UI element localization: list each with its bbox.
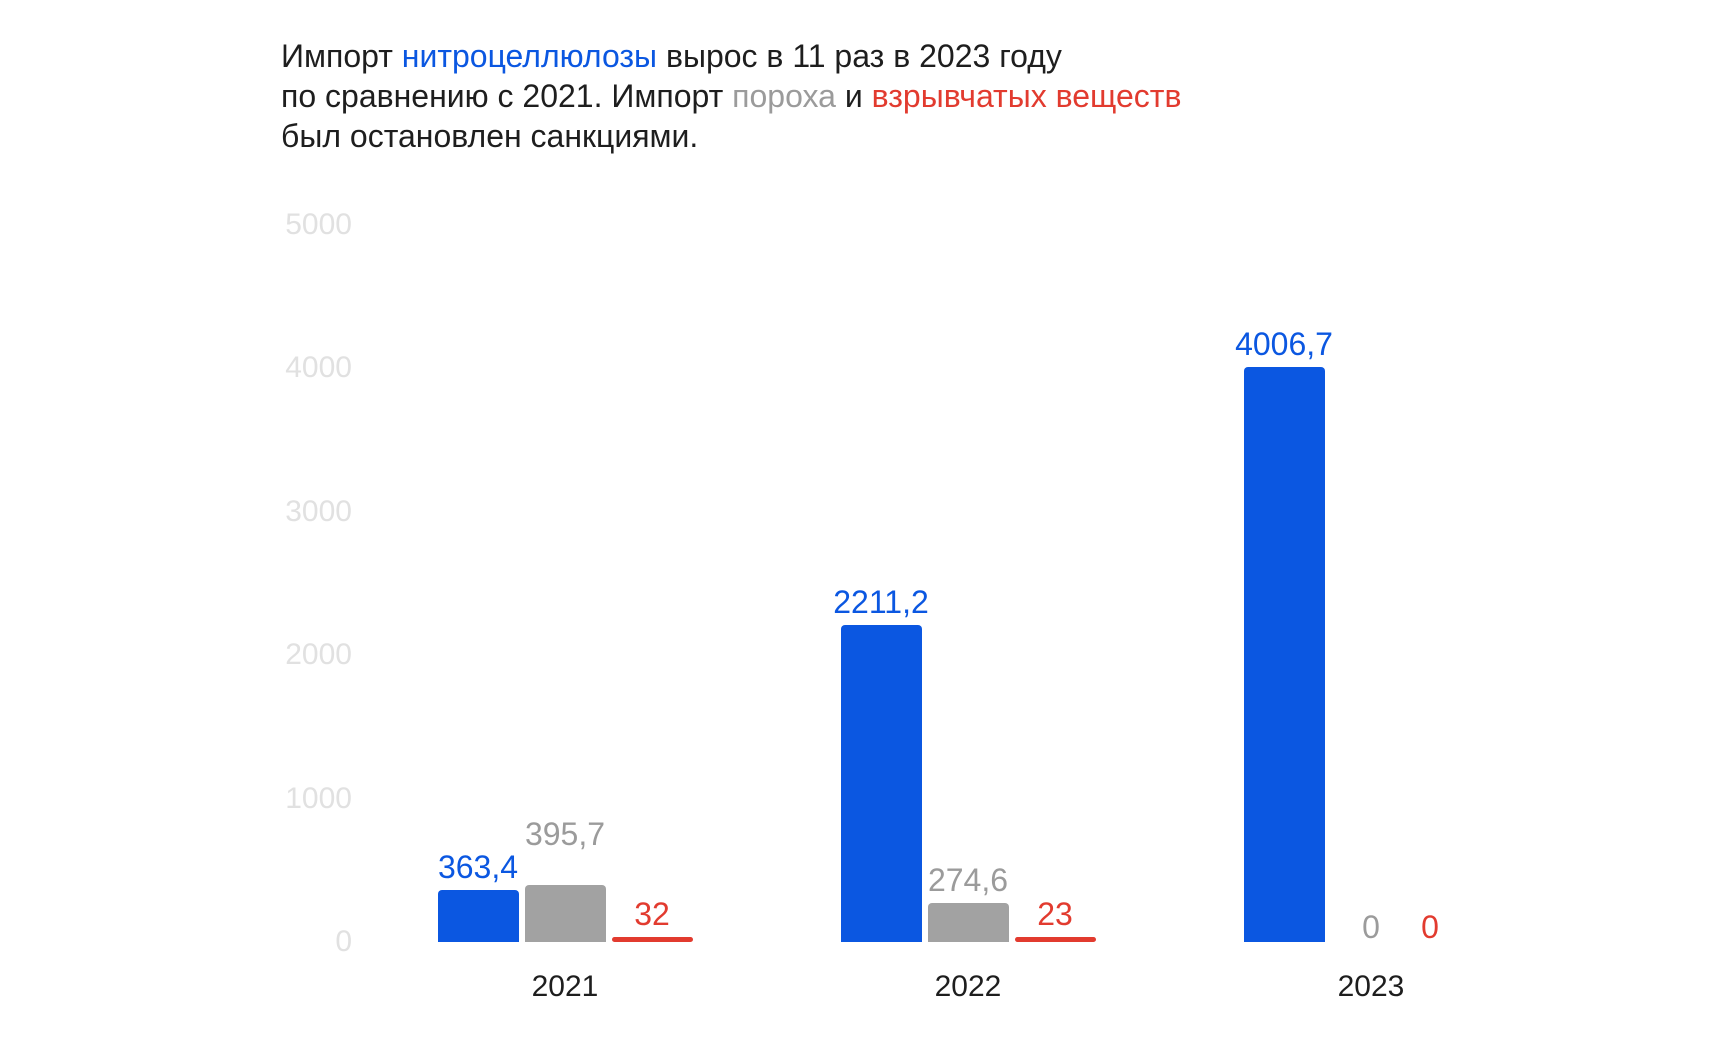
title-segment: Импорт — [281, 38, 402, 74]
value-label-nitrocellulose-2023: 4006,7 — [1235, 326, 1333, 363]
bar-nitrocellulose-2023 — [1243, 367, 1325, 942]
value-label-explosives-2021: 32 — [634, 896, 670, 932]
value-label-explosives-2022: 23 — [1037, 896, 1073, 932]
title-segment: вырос в 11 раз в 2023 году — [657, 38, 1062, 74]
title-segment: по сравнению с 2021. Импорт — [281, 78, 733, 114]
value-label-nitrocellulose-2021: 363,4 — [437, 848, 519, 885]
value-label-gunpowder-2022: 274,6 — [927, 861, 1009, 898]
y-axis-tick-5000: 5000 — [285, 207, 352, 241]
value-label-gunpowder-2021: 395,7 — [524, 816, 606, 853]
y-axis-tick-2000: 2000 — [285, 638, 352, 671]
bar-gunpowder-2021 — [524, 885, 606, 942]
bar-explosives-2022 — [1014, 937, 1096, 942]
y-axis-tick-3000: 3000 — [285, 494, 352, 528]
value-label-nitrocellulose-2022: 2211,2 — [833, 583, 929, 620]
title-segment: нитроцеллюлозы — [401, 38, 658, 74]
bar-nitrocellulose-2021 — [437, 889, 519, 942]
bar-explosives-2021 — [611, 937, 693, 942]
value-label-gunpowder-2023: 0 — [1362, 909, 1380, 945]
x-axis-label-2023: 2023 — [1337, 970, 1405, 1003]
bar-gunpowder-2022 — [927, 902, 1009, 942]
title-segment: был остановлен санкциями. — [281, 118, 699, 154]
value-label-explosives-2023: 0 — [1421, 909, 1439, 945]
x-axis-label-2021: 2021 — [531, 970, 599, 1003]
title-segment: взрывчатых веществ — [871, 78, 1182, 114]
chart-title: Импорт нитроцеллюлозы вырос в 11 раз в 2… — [281, 36, 1381, 156]
title-segment: пороха — [732, 78, 836, 114]
y-axis-tick-4000: 4000 — [285, 351, 352, 384]
y-axis-tick-0: 0 — [335, 925, 352, 958]
title-segment: и — [835, 78, 872, 114]
x-axis-label-2022: 2022 — [934, 970, 1002, 1003]
y-axis-tick-1000: 1000 — [285, 781, 352, 815]
bar-nitrocellulose-2022 — [840, 624, 922, 942]
